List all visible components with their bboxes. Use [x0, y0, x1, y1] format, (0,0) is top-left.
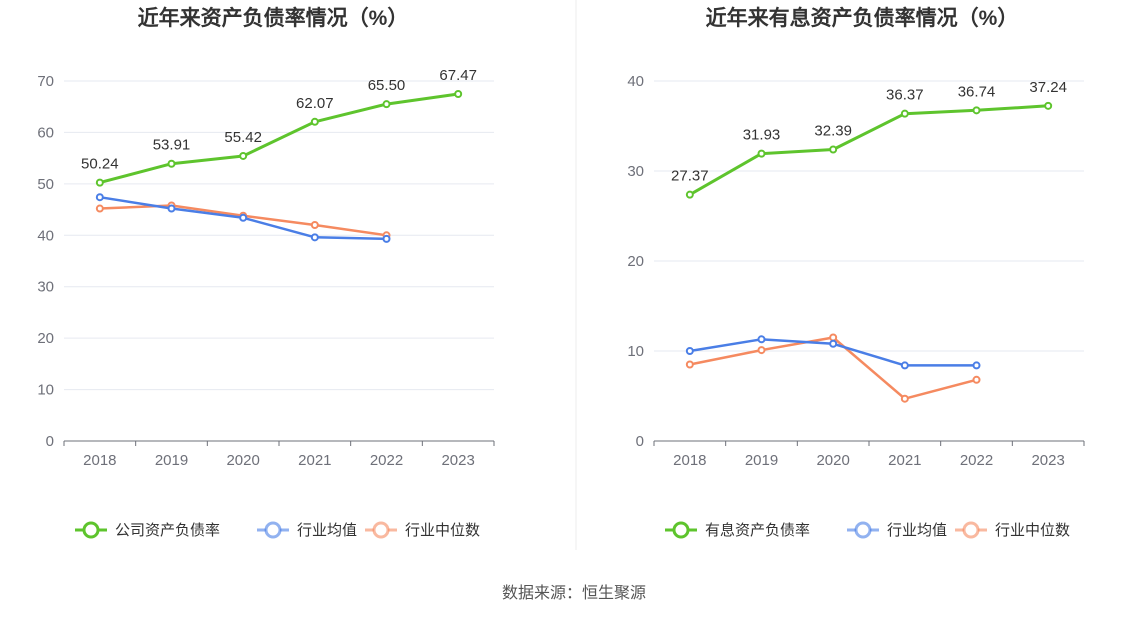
y-tick-label: 10 [627, 343, 644, 360]
data-label: 31.93 [743, 127, 781, 144]
x-tick-label: 2019 [745, 452, 778, 469]
data-point [685, 347, 694, 355]
legend-item: 公司资产负债率 [75, 521, 220, 539]
data-point [757, 346, 766, 355]
data-label: 67.47 [439, 67, 477, 84]
legend-marker [82, 521, 100, 539]
x-tick-label: 2018 [673, 452, 706, 469]
legend-marker [962, 521, 980, 539]
chart-title: 近年来资产负债率情况（%） [138, 6, 409, 30]
data-point [685, 360, 694, 369]
data-point [1044, 101, 1053, 110]
data-point [95, 193, 104, 202]
data-point [239, 151, 248, 160]
legend-label: 行业中位数 [995, 522, 1070, 539]
legend-marker [372, 521, 390, 539]
legend-label: 有息资产负债率 [705, 522, 810, 539]
data-point [829, 333, 838, 342]
legend-label: 行业均值 [887, 522, 947, 539]
y-tick-label: 70 [37, 73, 54, 90]
data-source: 数据来源：恒生聚源 [501, 585, 646, 602]
y-tick-label: 0 [46, 433, 54, 450]
legend-item: 行业中位数 [365, 521, 480, 539]
y-tick-label: 20 [627, 253, 644, 270]
data-point [829, 145, 838, 154]
chart-debt-ratio: 近年来资产负债率情况（%） 0 10 20 30 40 50 60 70 2018 2019 2020… [37, 6, 495, 539]
y-tick-label: 40 [37, 227, 54, 244]
data-point [972, 361, 981, 370]
data-point [95, 204, 104, 213]
data-label: 27.37 [671, 168, 709, 185]
data-point [382, 100, 391, 109]
legend-marker [854, 521, 872, 539]
data-label: 37.24 [1029, 79, 1067, 96]
data-label: 55.42 [224, 129, 262, 146]
y-tick-label: 10 [37, 382, 54, 399]
chart-interest-debt-ratio: 近年来有息资产负债率情况（%） 0 10 20 30 40 2018 2019 2020 2021… [627, 6, 1085, 539]
legend-item: 有息资产负债率 [665, 521, 810, 539]
legend-marker [672, 521, 690, 539]
chart-title: 近年来有息资产负债率情况（%） [706, 6, 1019, 30]
data-label: 32.39 [814, 122, 852, 139]
x-tick-label: 2019 [155, 452, 188, 469]
data-point [310, 221, 319, 229]
y-tick-label: 0 [636, 433, 644, 450]
data-point [972, 106, 981, 115]
x-tick-label: 2022 [960, 452, 993, 469]
data-label: 50.24 [81, 156, 119, 173]
data-point [685, 190, 694, 199]
x-tick-label: 2018 [83, 452, 116, 469]
x-tick-label: 2020 [816, 452, 849, 469]
x-tick-label: 2023 [1031, 452, 1064, 469]
data-point [382, 234, 391, 243]
data-label: 36.74 [958, 83, 996, 100]
data-label: 53.91 [153, 137, 191, 154]
data-label: 62.07 [296, 95, 334, 112]
legend-label: 行业中位数 [405, 522, 480, 539]
data-label: 36.37 [886, 87, 924, 104]
x-tick-label: 2023 [441, 452, 474, 469]
series-line [99, 92, 459, 185]
data-point [95, 178, 104, 187]
series-line [689, 104, 1049, 197]
data-point [454, 90, 463, 99]
x-tick-label: 2020 [226, 452, 259, 469]
data-label: 65.50 [368, 77, 406, 94]
x-tick-label: 2022 [370, 452, 403, 469]
y-tick-label: 40 [627, 73, 644, 90]
y-tick-label: 50 [37, 176, 54, 193]
data-point [829, 339, 838, 348]
legend-item: 行业均值 [847, 521, 947, 539]
data-point [310, 117, 319, 126]
y-tick-label: 20 [37, 330, 54, 347]
data-point [972, 375, 981, 384]
data-point [310, 233, 319, 242]
data-point [167, 204, 176, 213]
legend-marker [264, 521, 282, 539]
data-point [167, 159, 176, 168]
data-point [900, 394, 909, 403]
data-point [900, 109, 909, 118]
legend-label: 公司资产负债率 [115, 522, 220, 539]
data-point [757, 335, 766, 344]
legend-item: 行业中位数 [955, 521, 1070, 539]
x-tick-label: 2021 [888, 452, 921, 469]
y-tick-label: 30 [37, 279, 54, 296]
legend-item: 行业均值 [257, 521, 357, 539]
data-point [239, 213, 248, 222]
data-point [757, 149, 766, 158]
data-point [900, 361, 909, 370]
y-tick-label: 60 [37, 124, 54, 141]
legend-label: 行业均值 [297, 522, 357, 539]
x-tick-label: 2021 [298, 452, 331, 469]
y-tick-label: 30 [627, 163, 644, 180]
